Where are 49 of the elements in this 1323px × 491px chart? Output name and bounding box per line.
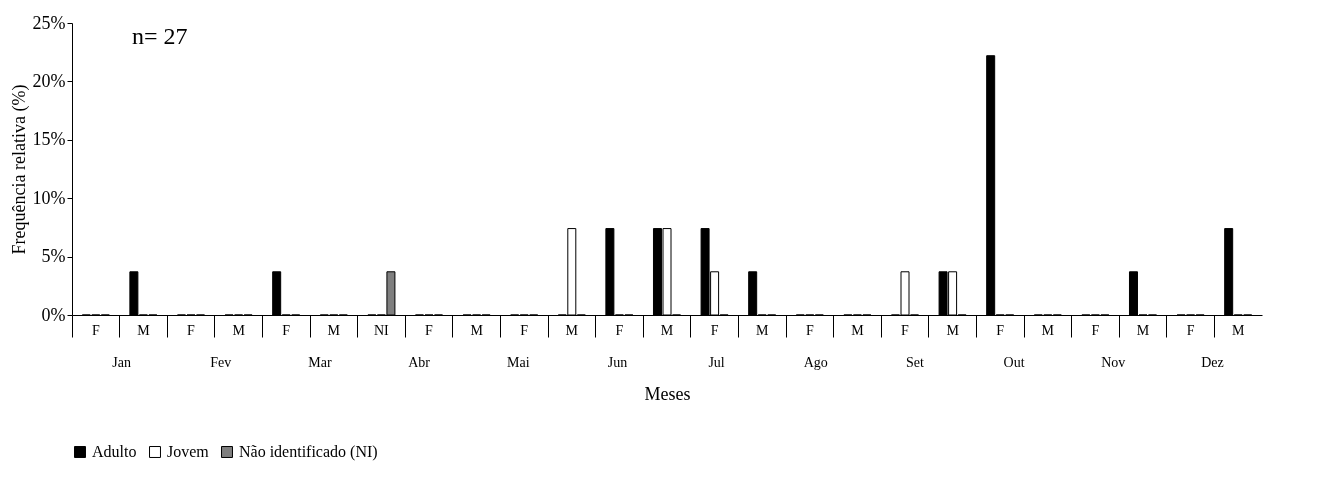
text: Jul — [708, 355, 725, 370]
y-tick-label: 15% — [32, 129, 66, 150]
x-axis-title: Meses — [644, 384, 691, 404]
text: Mai — [506, 355, 530, 370]
x-tick-label: F — [187, 322, 196, 338]
x-tick-label: M — [1136, 322, 1150, 338]
y-tick-label: 20% — [32, 70, 66, 91]
x-tick-label: NI — [374, 322, 390, 338]
x-tick-label: M — [946, 322, 960, 338]
x-tick-label: M — [1041, 322, 1055, 338]
x-tick-label: F — [520, 322, 529, 338]
text: Mar — [308, 355, 332, 370]
y-tick-label: 10% — [32, 187, 66, 208]
x-tick-label: F — [710, 322, 719, 338]
x-tick-label: F — [425, 322, 434, 338]
text: Ago — [803, 355, 828, 370]
y-tick-label: 0% — [41, 304, 66, 325]
x-tick-label: M — [565, 322, 579, 338]
x-tick-label: M — [1231, 322, 1245, 338]
y-axis-title: Frequência relativa (%) — [8, 84, 30, 255]
annotation: n= 27 — [132, 23, 188, 49]
x-tick-label: M — [470, 322, 484, 338]
x-tick-label: M — [851, 322, 865, 338]
x-tick-label: M — [660, 322, 674, 338]
text: Fev — [210, 355, 232, 370]
text: Set — [905, 355, 924, 370]
x-tick-label: F — [282, 322, 291, 338]
legend-label: Adulto — [92, 443, 137, 460]
x-tick-label: F — [901, 322, 910, 338]
text: Out — [1003, 355, 1025, 370]
x-tick-label: M — [755, 322, 769, 338]
x-tick-label: F — [1186, 322, 1195, 338]
text: Jun — [607, 355, 628, 370]
text: Abr — [408, 355, 431, 370]
x-tick-label: M — [137, 322, 151, 338]
legend-label: Não identificado (NI) — [239, 443, 378, 461]
x-tick-label: F — [615, 322, 624, 338]
x-tick-label: F — [91, 322, 100, 338]
y-tick-label: 25% — [32, 12, 66, 33]
x-tick-label: F — [1091, 322, 1100, 338]
x-tick-label: M — [232, 322, 246, 338]
legend-label: Jovem — [167, 443, 210, 460]
text: Nov — [1101, 355, 1126, 370]
y-tick-label: 5% — [41, 246, 66, 267]
x-tick-label: M — [327, 322, 341, 338]
x-tick-label: F — [996, 322, 1005, 338]
x-tick-label: F — [805, 322, 814, 338]
text: Dez — [1201, 355, 1224, 370]
text: Jan — [112, 355, 131, 370]
